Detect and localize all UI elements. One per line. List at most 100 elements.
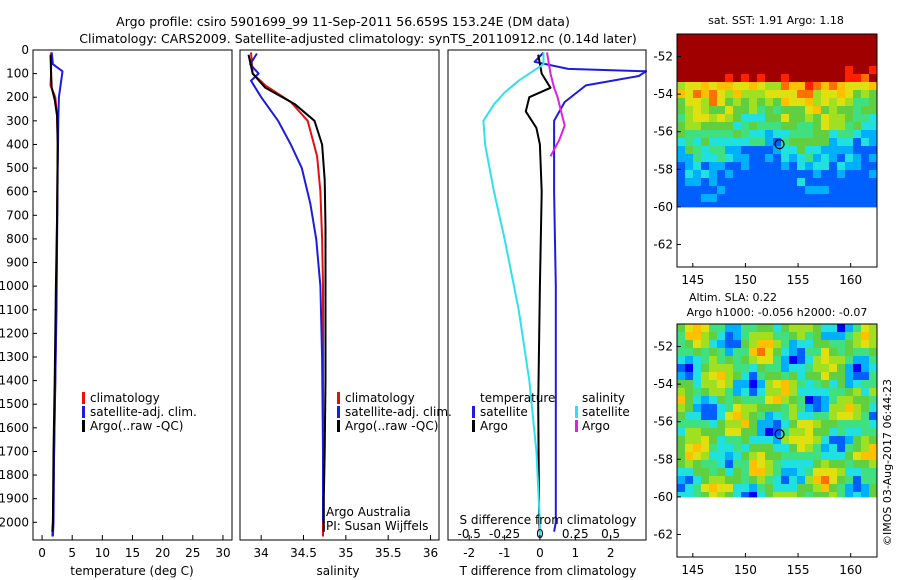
map-cell xyxy=(749,420,758,429)
legend-swatch-satellite xyxy=(337,406,340,418)
map-cell xyxy=(861,194,870,203)
map-cell xyxy=(733,468,742,477)
map-cell xyxy=(685,202,694,208)
map-cell xyxy=(709,452,718,461)
map-cell xyxy=(709,42,718,51)
map-cell xyxy=(797,324,806,333)
map-cell xyxy=(821,372,830,381)
map-cell xyxy=(813,460,822,469)
map-cell xyxy=(693,98,702,107)
map-cell xyxy=(757,82,766,91)
map-cell xyxy=(693,364,702,373)
map-cell xyxy=(725,380,734,389)
map-cell xyxy=(717,492,726,498)
map-cell xyxy=(869,356,878,365)
map-cell xyxy=(685,66,694,75)
map-cell xyxy=(773,82,782,91)
map-cell xyxy=(733,412,742,421)
map-cell xyxy=(845,114,854,123)
map-cell xyxy=(709,74,718,83)
temperature-x-ticks: 0 5 10 15 20 25 30 xyxy=(38,535,231,560)
map-cell xyxy=(829,162,838,171)
map-cell xyxy=(749,348,758,357)
map-cell xyxy=(693,82,702,91)
map-cell xyxy=(701,476,710,485)
map-cell xyxy=(797,114,806,123)
map-cell xyxy=(837,476,846,485)
map-cell xyxy=(797,372,806,381)
map-cell xyxy=(693,420,702,429)
map-cell xyxy=(709,444,718,453)
map-cell xyxy=(757,202,766,208)
map-cell xyxy=(765,130,774,139)
map-cell xyxy=(869,332,878,341)
map-cell xyxy=(821,82,830,91)
map-cell xyxy=(685,186,694,195)
map-cell xyxy=(821,178,830,187)
map-cell xyxy=(861,178,870,187)
map-cell xyxy=(733,42,742,51)
map-cell xyxy=(693,444,702,453)
map-cell xyxy=(781,98,790,107)
map-cell xyxy=(693,162,702,171)
map-cell xyxy=(853,50,862,59)
map-cell xyxy=(741,332,750,341)
map-cell xyxy=(805,396,814,405)
map-cell xyxy=(757,372,766,381)
map-cell xyxy=(701,460,710,469)
map-cell xyxy=(781,492,790,498)
map-cell xyxy=(725,82,734,91)
map-cell xyxy=(757,404,766,413)
map-cell xyxy=(813,122,822,131)
map-cell xyxy=(829,34,838,43)
map-cell xyxy=(685,348,694,357)
map-cell xyxy=(701,428,710,437)
map-cell xyxy=(677,74,686,83)
map-cell xyxy=(677,468,686,477)
map-cell xyxy=(797,468,806,477)
map-cell xyxy=(725,468,734,477)
map-cell xyxy=(813,98,822,107)
map-cell xyxy=(797,380,806,389)
x-tick-label: 35 xyxy=(338,546,353,560)
y-tick-label: 1200 xyxy=(0,326,29,340)
sst-map-ticks: 145 150 155 160 -52 -54 -56 -58 -60 -62 xyxy=(653,50,862,287)
map-cell xyxy=(685,138,694,147)
map-cell xyxy=(805,484,814,493)
map-cell xyxy=(693,34,702,43)
map-cell xyxy=(837,348,846,357)
map-cell xyxy=(869,452,878,461)
map-cell xyxy=(685,324,694,333)
map-cell xyxy=(749,106,758,115)
map-cell xyxy=(813,492,822,498)
map-cell xyxy=(741,324,750,333)
map-cell xyxy=(829,66,838,75)
map-cell xyxy=(781,122,790,131)
map-cell xyxy=(821,90,830,99)
legend-swatch-temp-satellite xyxy=(472,406,475,418)
map-cell xyxy=(677,98,686,107)
map-cell xyxy=(845,436,854,445)
map-cell xyxy=(757,356,766,365)
map-cell xyxy=(853,146,862,155)
map-cell xyxy=(749,66,758,75)
y-tick-label: 1100 xyxy=(0,303,29,317)
map-cell xyxy=(765,428,774,437)
map-cell xyxy=(701,154,710,163)
map-cell xyxy=(677,492,686,498)
map-cell xyxy=(829,428,838,437)
map-cell xyxy=(709,178,718,187)
map-cell xyxy=(845,412,854,421)
map-cell xyxy=(733,388,742,397)
map-cell xyxy=(861,484,870,493)
map-cell xyxy=(821,356,830,365)
map-cell xyxy=(717,388,726,397)
map-cell xyxy=(837,82,846,91)
map-cell xyxy=(717,146,726,155)
map-cell xyxy=(709,186,718,195)
series-line-argo-raw-qc- xyxy=(247,54,327,532)
map-cell xyxy=(709,138,718,147)
map-cell xyxy=(821,138,830,147)
map-cell xyxy=(789,356,798,365)
map-cell xyxy=(805,162,814,171)
